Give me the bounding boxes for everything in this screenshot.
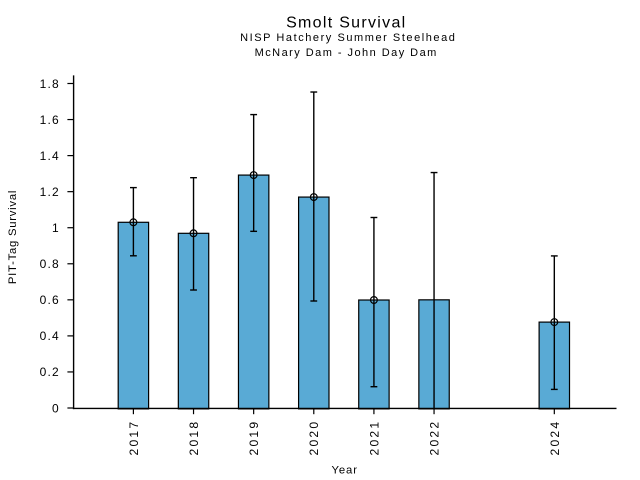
svg-text:2024: 2024 <box>548 420 562 456</box>
svg-text:0: 0 <box>52 401 60 415</box>
svg-text:NISP Hatchery Summer Steelhead: NISP Hatchery Summer Steelhead <box>240 32 456 44</box>
svg-text:Smolt Survival: Smolt Survival <box>286 14 406 31</box>
svg-text:Year: Year <box>331 464 357 476</box>
svg-text:2017: 2017 <box>127 420 141 456</box>
svg-text:1.2: 1.2 <box>40 185 60 199</box>
svg-text:2022: 2022 <box>428 420 442 456</box>
svg-text:0.4: 0.4 <box>40 329 60 343</box>
svg-text:1.8: 1.8 <box>40 77 60 91</box>
svg-text:2019: 2019 <box>247 420 261 456</box>
svg-text:2020: 2020 <box>307 420 321 456</box>
svg-text:PIT-Tag Survival: PIT-Tag Survival <box>7 190 19 284</box>
svg-text:1.4: 1.4 <box>40 149 60 163</box>
svg-text:0.8: 0.8 <box>40 257 60 271</box>
svg-text:1.6: 1.6 <box>40 113 60 127</box>
svg-text:0.6: 0.6 <box>40 293 60 307</box>
svg-text:0.2: 0.2 <box>40 365 60 379</box>
svg-text:1: 1 <box>52 221 60 235</box>
svg-text:McNary Dam - John Day Dam: McNary Dam - John Day Dam <box>255 47 438 59</box>
svg-text:2021: 2021 <box>367 420 381 456</box>
svg-text:2018: 2018 <box>187 420 201 456</box>
